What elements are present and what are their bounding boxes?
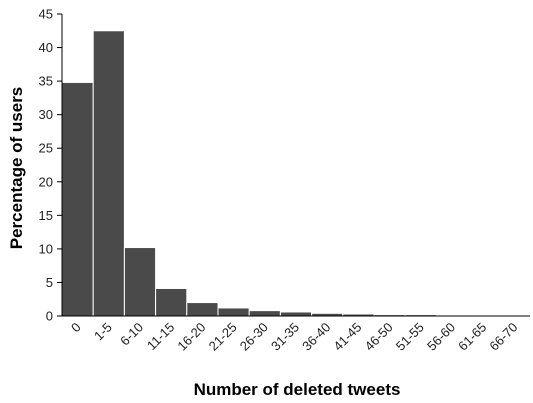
x-tick-label: 66-70	[486, 320, 520, 354]
bars-group	[61, 30, 531, 317]
bar-21-25	[217, 307, 250, 317]
bar-16-20	[186, 302, 219, 317]
x-ticks-group: 0 1-5 6-1011-1516-2021-2526-3031-3536-4041…	[68, 320, 521, 354]
x-tick-label: 26-30	[237, 320, 271, 354]
y-ticks-group: 0 5 10 15 20 25 30 35 40 45	[39, 7, 62, 324]
x-tick-label: 51-55	[393, 320, 427, 354]
bar-26-30	[248, 310, 281, 317]
x-tick-label: 56-60	[424, 320, 458, 354]
bar-0	[61, 81, 94, 317]
y-tick-label: 30	[39, 107, 53, 122]
x-tick-label: 31-35	[268, 320, 302, 354]
x-tick-label: 11-15	[144, 320, 177, 353]
y-tick-label: 25	[39, 141, 53, 156]
y-tick-label: 45	[39, 7, 53, 22]
y-tick-label: 0	[46, 309, 53, 324]
x-tick-label: 46-50	[362, 320, 396, 354]
y-tick-label: 40	[39, 40, 53, 55]
x-tick-label: 1-5	[91, 320, 115, 344]
bar-11-15	[155, 287, 188, 317]
bar-6-10	[123, 247, 157, 317]
y-tick-label: 35	[39, 74, 53, 89]
x-axis-title: Number of deleted tweets	[194, 380, 401, 399]
x-tick-label: 61-65	[455, 320, 489, 354]
y-tick-label: 15	[39, 208, 53, 223]
x-tick-label: 16-20	[174, 320, 208, 354]
y-axis-title: Percentage of users	[7, 87, 26, 250]
x-tick-label: 36-40	[299, 320, 333, 354]
x-tick-label: 0	[68, 320, 84, 336]
x-tick-label: 21-25	[206, 320, 240, 354]
y-tick-label: 20	[39, 174, 53, 189]
x-tick-label: 41-45	[330, 320, 364, 354]
y-tick-label: 5	[46, 275, 53, 290]
y-tick-label: 10	[39, 241, 53, 256]
bar-31-35	[279, 311, 313, 317]
bar-1-5	[92, 30, 125, 317]
x-tick-label: 6-10	[117, 320, 146, 349]
